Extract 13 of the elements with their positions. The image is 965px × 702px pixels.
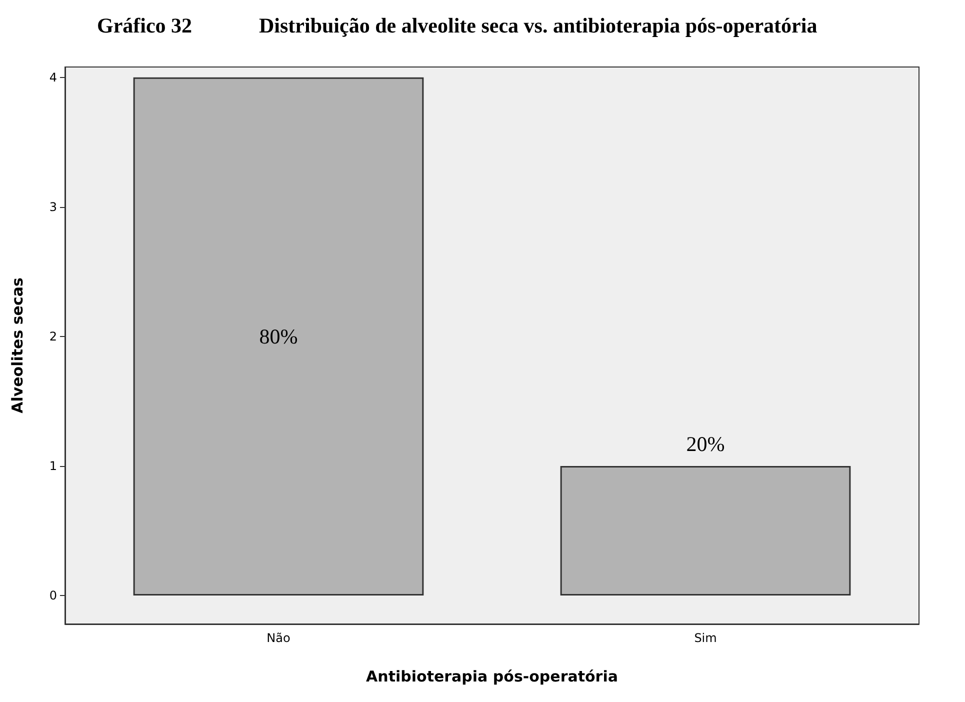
y-tick-label: 1 [49, 458, 57, 473]
annotation: 20% [686, 432, 725, 456]
annotation: 80% [259, 324, 298, 348]
x-tick-label: Não [266, 631, 290, 645]
y-axis-title: Alveolites secas [8, 278, 26, 414]
chart-subtitle: Distribuição de alveolite seca vs. antibioterapia pós-operatória [259, 14, 818, 38]
chart-title: Gráfico 32 [97, 14, 192, 38]
y-tick-label: 0 [49, 588, 57, 602]
y-tick-label: 4 [49, 70, 57, 84]
x-tick-label: Sim [694, 631, 717, 645]
y-tick-label: 2 [49, 329, 57, 344]
y-tick-label: 3 [49, 200, 57, 214]
x-axis-title: Antibioterapia pós-operatória [366, 668, 618, 686]
